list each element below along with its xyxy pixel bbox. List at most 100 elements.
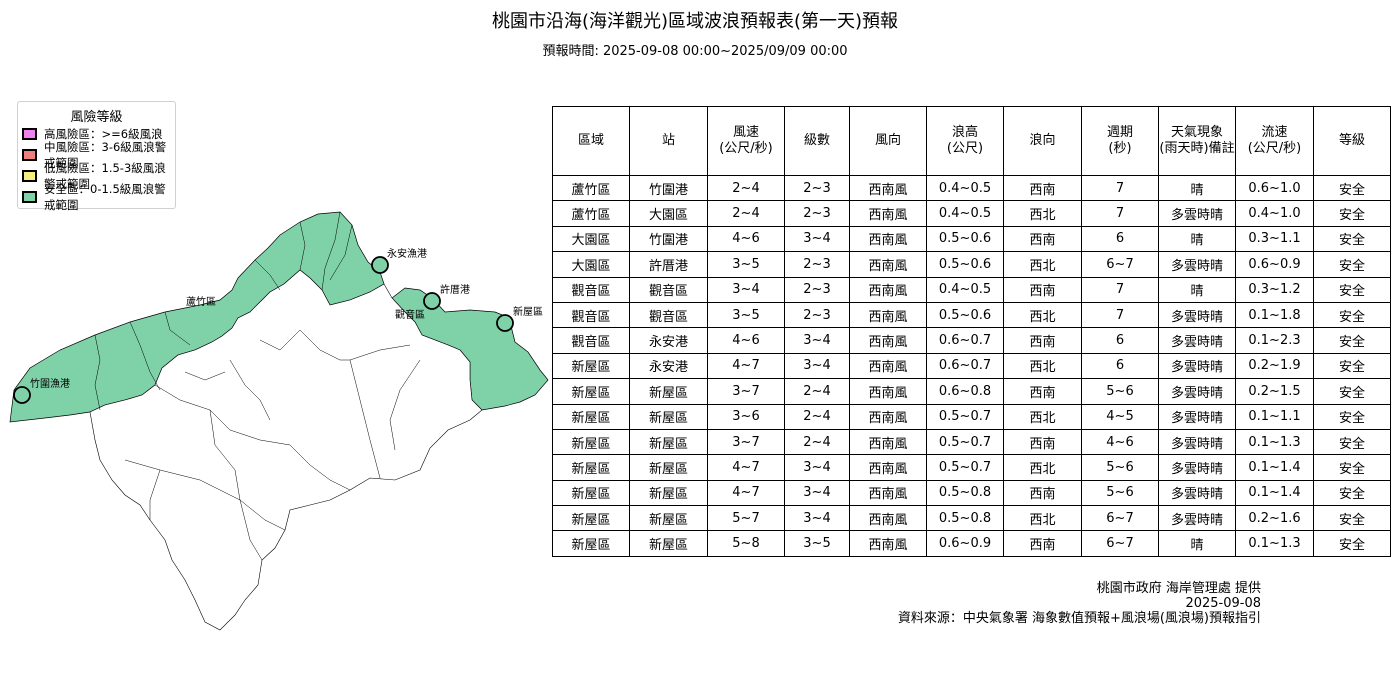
cell-region: 新屋區 [552,403,630,430]
cell-level: 安全 [1313,327,1391,354]
cell-period: 7 [1081,200,1159,227]
cell-current-speed: 0.1~1.8 [1235,301,1314,329]
legend-label: 高風險區：>=6級風浪 [44,126,163,141]
header-station: 站 [629,106,708,176]
cell-wind-direction: 西南風 [849,403,927,430]
map-label: 永安漁港 [387,247,427,260]
cell-period: 5~6 [1081,378,1159,405]
cell-weather: 晴 [1158,276,1236,303]
cell-region: 新屋區 [552,378,630,405]
header-wave-height: 浪高 (公尺) [926,106,1004,176]
cell-station: 新屋區 [629,505,708,532]
cell-wind-speed: 3~7 [707,378,785,405]
cell-weather: 多雲時晴 [1158,352,1236,380]
map-label: 許厝港 [440,283,470,296]
footer-source: 資料來源：中央氣象署 海象數值預報+風浪場(風浪場)預報指引 [897,611,1261,626]
map-label: 竹圍漁港 [30,377,70,390]
cell-wave-direction: 西北 [1003,251,1082,278]
coastal-map: 竹圍漁港 永安漁港 許厝港 新屋區 觀音區 蘆竹區 [9,211,549,631]
cell-wave-height: 0.5~0.8 [926,479,1004,507]
cell-wind-speed: 5~8 [707,530,785,557]
cell-wind-level: 3~4 [784,327,850,354]
cell-weather: 晴 [1158,225,1236,253]
cell-wave-height: 0.4~0.5 [926,200,1004,227]
cell-period: 6~7 [1081,251,1159,278]
cell-wind-level: 2~4 [784,378,850,405]
cell-period: 6~7 [1081,530,1159,557]
header-weather: 天氣現象 (雨天時)備註 [1158,106,1236,176]
table-row: 大園區 竹圍港 4~6 3~4 西南風 0.5~0.6 西南 6 晴 0.3~1.1 安全 [552,225,1391,253]
cell-station: 竹圍港 [629,225,708,253]
cell-period: 5~6 [1081,479,1159,507]
harbor-marker [13,386,31,404]
cell-current-speed: 0.2~1.6 [1235,505,1314,532]
harbor-marker [371,256,389,274]
inland-region [89,269,483,631]
footer-credits: 桃園市政府 海岸管理處 提供 2025-09-08 資料來源：中央氣象署 海象數… [898,581,1261,626]
cell-wind-direction: 西南風 [849,352,927,380]
cell-weather: 多雲時晴 [1158,505,1236,532]
cell-wave-height: 0.4~0.5 [926,276,1004,303]
table-row: 觀音區 觀音區 3~4 2~3 西南風 0.4~0.5 西南 7 晴 0.3~1.2 安全 [552,276,1391,303]
cell-wind-direction: 西南風 [849,505,927,532]
header-region: 區域 [552,106,630,176]
cell-wave-height: 0.6~0.7 [926,352,1004,380]
cell-wind-speed: 3~5 [707,301,785,329]
legend-item-medium: 中風險區：3-6級風浪警戒範圍 [18,140,175,170]
cell-weather: 多雲時晴 [1158,403,1236,430]
cell-wind-direction: 西南風 [849,225,927,253]
table-row: 新屋區 新屋區 3~7 2~4 西南風 0.6~0.8 西南 5~6 多雲時晴 0.2~1.5 安全 [552,378,1391,405]
cell-wind-speed: 3~4 [707,276,785,303]
cell-wind-speed: 2~4 [707,174,785,202]
legend-item-low: 低風險區：1.5-3級風浪警戒範圍 [18,161,175,191]
cell-station: 新屋區 [629,403,708,430]
cell-current-speed: 0.3~1.2 [1235,276,1314,303]
cell-wind-direction: 西南風 [849,378,927,405]
cell-station: 永安港 [629,327,708,354]
cell-wind-direction: 西南風 [849,454,927,481]
cell-current-speed: 0.4~1.0 [1235,200,1314,227]
legend-swatch [22,127,37,140]
cell-wind-speed: 4~7 [707,479,785,507]
cell-wind-level: 3~4 [784,454,850,481]
cell-wind-direction: 西南風 [849,174,927,202]
legend-label: 低風險區：1.5-3級風浪警戒範圍 [44,160,166,191]
cell-station: 觀音區 [629,301,708,329]
page-title: 桃園市沿海(海洋觀光)區域波浪預報表(第一天)預報 [491,11,899,32]
table-row: 蘆竹區 大園區 2~4 2~3 西南風 0.4~0.5 西北 7 多雲時晴 0.4~1.0 安全 [552,200,1391,227]
cell-level: 安全 [1313,251,1391,278]
cell-weather: 晴 [1158,174,1236,202]
inland-districts [89,269,483,631]
cell-wave-height: 0.5~0.7 [926,428,1004,456]
cell-wind-level: 3~4 [784,225,850,253]
cell-wave-direction: 西北 [1003,505,1082,532]
cell-region: 蘆竹區 [552,174,630,202]
table-row: 新屋區 永安港 4~7 3~4 西南風 0.6~0.7 西北 6 多雲時晴 0.2~1.9 安全 [552,352,1391,380]
cell-wave-height: 0.4~0.5 [926,174,1004,202]
cell-region: 新屋區 [552,454,630,481]
cell-wind-level: 2~4 [784,403,850,430]
cell-wind-speed: 3~7 [707,428,785,456]
cell-period: 7 [1081,276,1159,303]
cell-wind-level: 2~3 [784,251,850,278]
cell-wind-level: 2~3 [784,200,850,227]
cell-region: 新屋區 [552,530,630,557]
legend-item-safe: 安全區：0-1.5級風浪警戒範圍 [18,182,175,212]
cell-wind-direction: 西南風 [849,327,927,354]
legend-swatch [22,190,37,203]
cell-station: 新屋區 [629,378,708,405]
table-row: 蘆竹區 竹圍港 2~4 2~3 西南風 0.4~0.5 西南 7 晴 0.6~1.0 安全 [552,174,1391,202]
cell-level: 安全 [1313,301,1391,329]
table-row: 新屋區 新屋區 5~7 3~4 西南風 0.5~0.8 西北 6~7 多雲時晴 0.2~1.6 安全 [552,505,1391,532]
cell-wind-speed: 5~7 [707,505,785,532]
cell-wind-level: 3~4 [784,479,850,507]
header-current-speed: 流速 (公尺/秒) [1235,106,1314,176]
cell-current-speed: 0.1~1.1 [1235,403,1314,430]
cell-period: 7 [1081,301,1159,329]
cell-wind-speed: 2~4 [707,200,785,227]
cell-level: 安全 [1313,225,1391,253]
table-body: 蘆竹區 竹圍港 2~4 2~3 西南風 0.4~0.5 西南 7 晴 0.6~1.0 安全 蘆竹區 大園… [552,174,1391,557]
cell-station: 大園區 [629,200,708,227]
cell-wind-direction: 西南風 [849,200,927,227]
cell-region: 新屋區 [552,352,630,380]
